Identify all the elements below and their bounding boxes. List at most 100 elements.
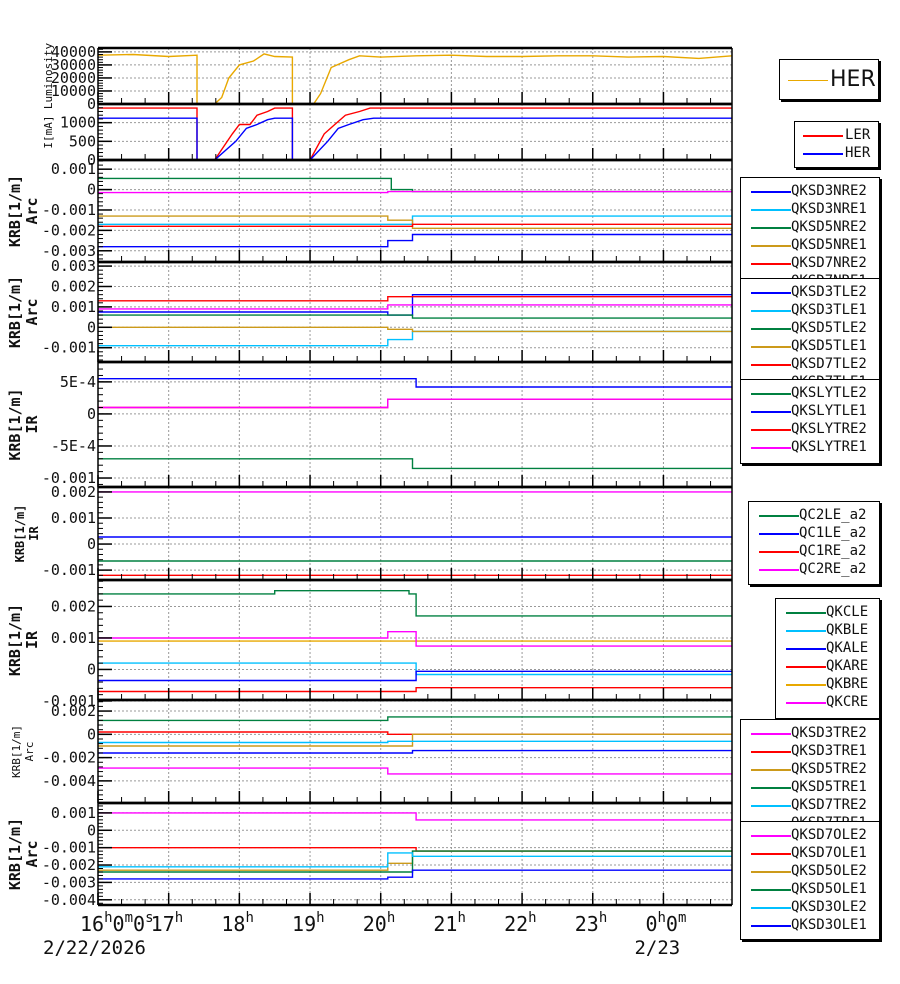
series-line-qkale [98, 670, 732, 682]
legend-item: QKSD5OLE2 [741, 862, 879, 880]
series-line-qksd7nre1 [98, 190, 732, 194]
panel-5: 5E-4 0 -5E-4 -0.001 KRB[1/m] IR [6, 360, 733, 489]
legend-item: QKSD3NRE1 [741, 200, 879, 218]
x-tick-number: 16 [80, 912, 105, 936]
legend-item: QKSLYTLE1 [741, 402, 879, 420]
x-tick-number: 21 [433, 912, 458, 936]
legend-panel-8: QKSD3TRE2 QKSD3TRE1 QKSD5TRE2 QKSD5TRE1 QKSD… [740, 719, 880, 840]
y-tick-label: 0.001 [51, 629, 96, 647]
legend-item: QC1RE_a2 [749, 542, 879, 560]
legend-panel-7: QKCLE QKBLE QKALE QKARE QKBRE QKCRE [775, 598, 880, 719]
series-line-her [97, 53, 733, 105]
legend-swatch [759, 515, 799, 517]
x-tick-label: 20h [363, 910, 396, 936]
legend-item: QKCRE [776, 693, 879, 711]
series-line-qksd5nre1 [98, 215, 732, 230]
y-axis-label: Arc [23, 197, 41, 224]
series-line-her [98, 117, 732, 161]
y-tick-label: 0.002 [51, 597, 96, 615]
x-tick-number: 0 [665, 912, 678, 936]
y-axis-label: IR [27, 526, 41, 541]
legend-swatch [751, 292, 791, 294]
legend-swatch [803, 135, 843, 137]
y-tick-label: 10000 [51, 82, 96, 100]
y-tick-label: 0.003 [51, 257, 96, 275]
y-tick-label: 0.002 [51, 702, 96, 720]
legend-label: QKSD7TLE2 [791, 356, 867, 372]
legend-label: QKSD5OLE2 [791, 863, 867, 879]
legend-item: QKSD7TRE2 [741, 796, 879, 814]
legend-item: QKSD5NRE2 [741, 218, 879, 236]
series-line-qksd5tle1 [98, 326, 732, 333]
x-date-label: 2/23 [634, 937, 681, 959]
legend-swatch [786, 684, 826, 686]
legend-label: QKSLYTRE2 [791, 421, 867, 437]
legend-swatch [751, 787, 791, 789]
legend-swatch [751, 245, 791, 247]
legend-swatch [751, 411, 791, 413]
y-tick-label: -0.001 [42, 692, 96, 710]
series-line-qkslytre1 [98, 398, 732, 409]
legend-swatch [751, 346, 791, 348]
series-line-qksd5ole1 [98, 850, 732, 873]
legend-label: QKSD5OLE1 [791, 881, 867, 897]
legend-swatch [751, 429, 791, 431]
legend-label: QKSD3OLE1 [791, 917, 867, 933]
legend-label: QKSD3TRE2 [791, 725, 867, 741]
legend-swatch [751, 263, 791, 265]
series-line-qksd3tle1 [98, 330, 732, 347]
y-axis-label: I[mA] [42, 115, 55, 148]
legend-label: QKSLYTRE1 [791, 439, 867, 455]
x-tick-unit: h [528, 910, 537, 926]
legend-swatch [751, 227, 791, 229]
legend-swatch [751, 310, 791, 312]
x-tick-number: 23 [574, 912, 599, 936]
legend-label: QKBRE [826, 676, 869, 692]
legend-swatch [751, 364, 791, 366]
legend-label: QKSD7TRE2 [791, 797, 867, 813]
y-tick-label: 0 [87, 318, 96, 336]
panel-4: 0.003 0.002 0.001 0 -0.001 KRB[1/m] Arc [6, 257, 733, 364]
x-tick-label: 21h [433, 910, 466, 936]
y-tick-label: -0.001 [42, 339, 96, 357]
x-tick-unit: m [124, 910, 134, 926]
legend-item: QC2RE_a2 [749, 560, 879, 578]
legend-item: QKCLE [776, 603, 879, 621]
y-tick-label: 0 [87, 405, 96, 423]
legend-item: QKSD5NRE1 [741, 236, 879, 254]
legend-item: QKSLYTRE1 [741, 438, 879, 456]
y-tick-label: 0.001 [51, 160, 96, 178]
panel-6: 0.002 0.001 0 -0.001 KRB[1/m] IR [13, 483, 733, 582]
y-tick-label: 0.001 [51, 804, 96, 822]
x-tick-unit: h [174, 910, 184, 926]
series-line-qksd7tle2 [98, 296, 732, 302]
y-tick-label: -0.004 [42, 772, 96, 790]
x-tick-label: 17h [151, 910, 184, 936]
y-tick-label: -0.001 [42, 839, 96, 857]
legend-label: QKSLYTLE1 [791, 403, 867, 419]
legend-label: QKSD5TLE1 [791, 338, 867, 354]
legend-label: QKSD5NRE2 [791, 219, 867, 235]
legend-label: HER [845, 145, 871, 161]
y-tick-label: 0 [87, 821, 96, 839]
y-tick-label: 20000 [51, 69, 96, 87]
legend-panel-5: QKSLYTLE2 QKSLYTLE1 QKSLYTRE2 QKSLYTRE1 [740, 379, 880, 464]
legend-swatch [751, 853, 791, 855]
legend-label: QKSD7OLE2 [791, 827, 867, 843]
legend-item: QKSD7NRE2 [741, 254, 879, 272]
series-line-qksd7ole2 [98, 812, 732, 821]
legend-swatch [751, 733, 791, 735]
legend-label: LER [845, 127, 871, 143]
y-axis-label: KRB[1/m] [6, 388, 24, 460]
legend-label: QC1LE_a2 [799, 525, 867, 541]
legend-swatch [759, 551, 799, 553]
legend-swatch [751, 751, 791, 753]
legend-swatch [786, 630, 826, 632]
legend-label: QKSD5TRE2 [791, 761, 867, 777]
legend-label: QKARE [826, 658, 869, 674]
series-line-qksd5tre2 [98, 733, 732, 747]
y-axis-label: Arc [23, 298, 41, 325]
x-tick-label: 16h0m0s [80, 910, 154, 936]
y-axis-label: IR [23, 415, 41, 434]
legend-item: QKARE [776, 657, 879, 675]
